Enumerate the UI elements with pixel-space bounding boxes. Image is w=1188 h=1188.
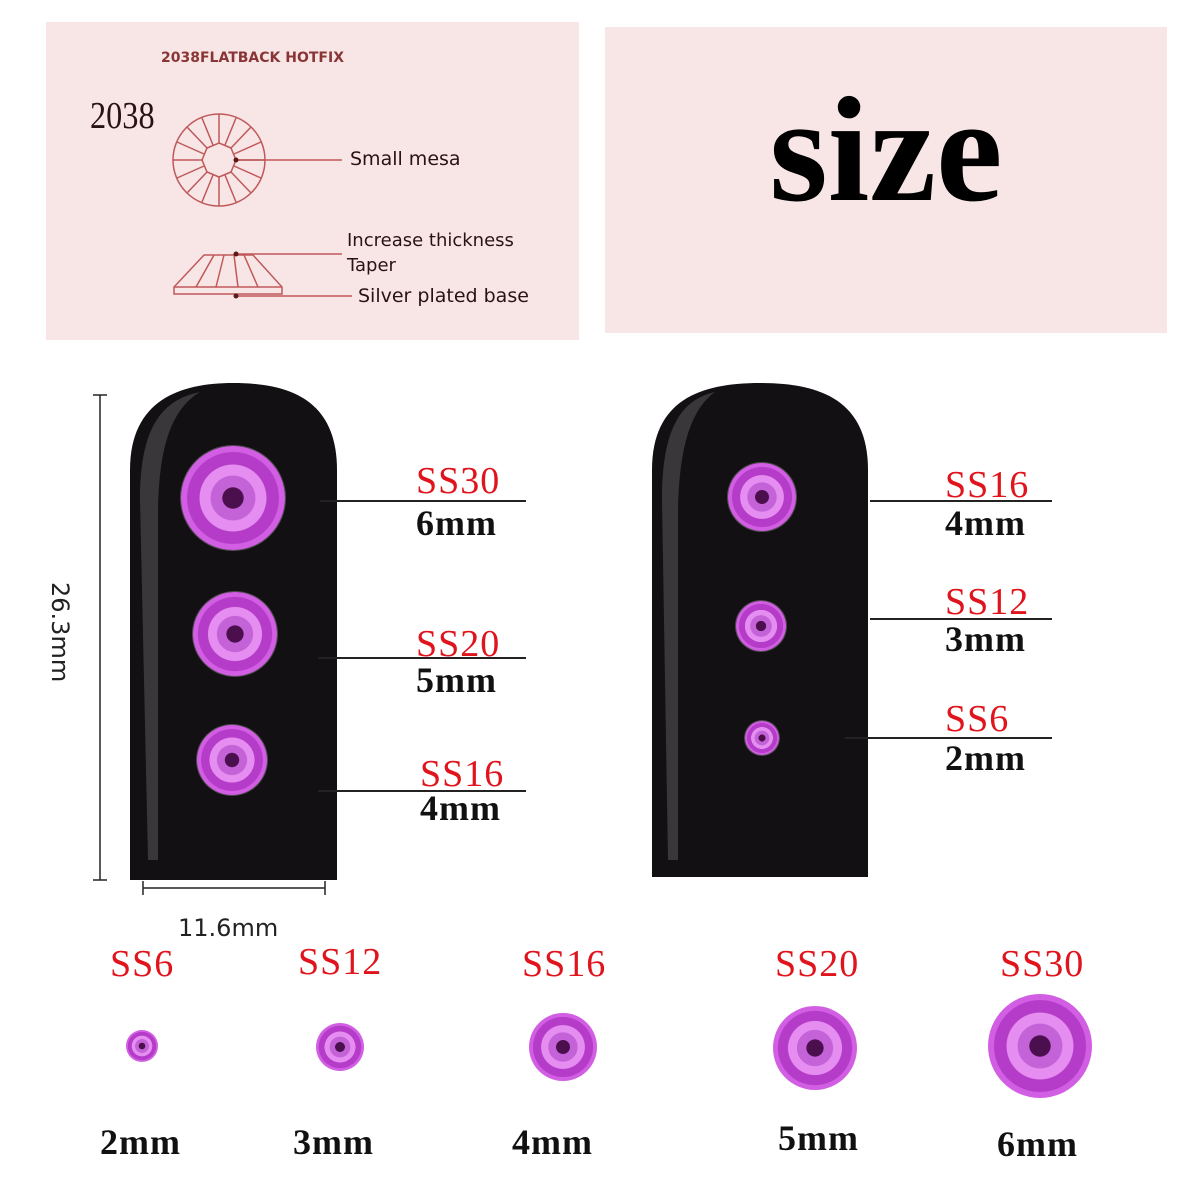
gem-ss6 [745, 721, 779, 755]
gem-ss20 [193, 592, 277, 676]
right-size-2: 2mm [945, 738, 1026, 778]
gem-ss20 [773, 1006, 857, 1090]
height-dimension: 26.3mm [46, 582, 74, 683]
leader-line [870, 618, 1052, 620]
width-dimension: 11.6mm [178, 914, 279, 942]
gem-ss16 [728, 463, 796, 531]
left-size-1: 5mm [416, 660, 497, 700]
gem-ss30 [181, 446, 285, 550]
right-size-1: 3mm [945, 619, 1026, 659]
leader-line [318, 790, 526, 792]
bottom-code-0: SS6 [110, 943, 175, 985]
bottom-size-2: 4mm [512, 1122, 593, 1162]
leader-line [318, 657, 526, 659]
callout-silver-plated-base: Silver plated base [358, 285, 529, 307]
page-title: size [769, 67, 1003, 233]
right-code-0: SS16 [945, 464, 1030, 506]
gem-ss16 [197, 725, 267, 795]
left-code-1: SS20 [416, 623, 501, 665]
bottom-code-3: SS20 [775, 943, 860, 985]
diagram-heading: 2038FLATBACK HOTFIX [161, 50, 344, 66]
gem-ss6 [126, 1030, 158, 1062]
title-panel: size [605, 27, 1167, 333]
left-code-2: SS16 [420, 753, 505, 795]
model-number: 2038 [90, 95, 155, 137]
callout-small-mesa: Small mesa [350, 148, 461, 170]
leader-line [870, 500, 1052, 502]
rhinestone-diagram [172, 113, 352, 299]
right-code-2: SS6 [945, 698, 1010, 740]
left-size-0: 6mm [416, 503, 497, 543]
left-size-2: 4mm [420, 788, 501, 828]
callout-taper: Taper [347, 255, 396, 276]
bottom-code-4: SS30 [1000, 943, 1085, 985]
gem-ss12 [316, 1023, 364, 1071]
callout-increase-thickness: Increase thickness [347, 230, 514, 251]
diagram-panel: 2038FLATBACK HOTFIX 2038 S [46, 22, 579, 340]
bottom-size-0: 2mm [100, 1122, 181, 1162]
right-code-1: SS12 [945, 581, 1030, 623]
gem-ss12 [736, 601, 786, 651]
gem-ss16 [529, 1013, 597, 1081]
bottom-size-3: 5mm [778, 1118, 859, 1158]
bottom-size-1: 3mm [293, 1122, 374, 1162]
gem-ss30 [988, 994, 1092, 1098]
left-code-0: SS30 [416, 460, 501, 502]
bottom-code-1: SS12 [298, 941, 383, 983]
right-size-0: 4mm [945, 503, 1026, 543]
leader-line [845, 737, 1052, 739]
leader-line [320, 500, 526, 502]
bottom-code-2: SS16 [522, 943, 607, 985]
bottom-size-4: 6mm [997, 1124, 1078, 1164]
